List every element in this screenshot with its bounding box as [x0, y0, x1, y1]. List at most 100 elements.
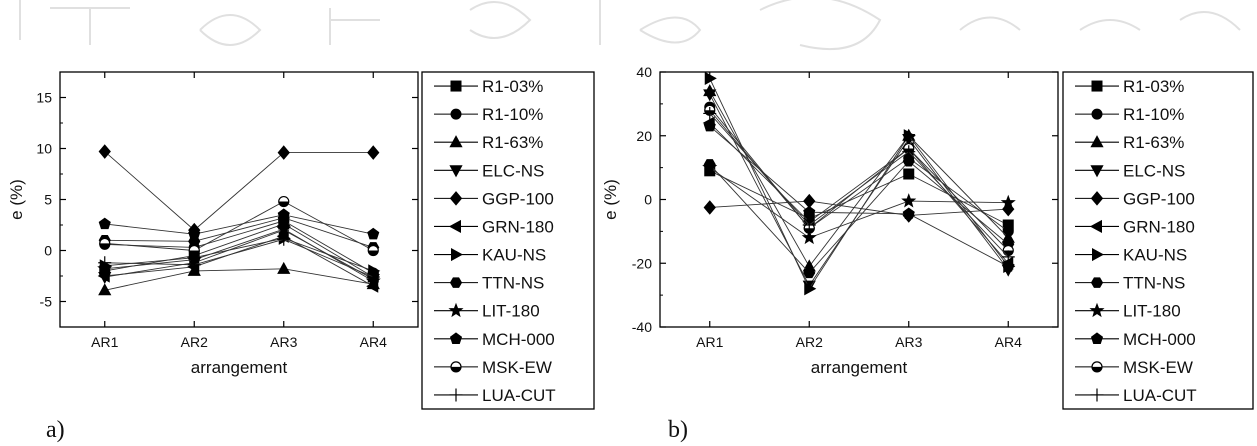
legend-entry: GGP-100	[1075, 189, 1195, 208]
data-point	[366, 270, 380, 284]
legend-entry: MCH-000	[434, 330, 555, 349]
series-R1-63%	[703, 84, 1015, 272]
legend-marker	[1091, 80, 1103, 92]
data-point	[704, 71, 717, 85]
series-line	[709, 113, 1009, 258]
data-point	[368, 264, 381, 278]
legend-label: LIT-180	[1123, 302, 1181, 321]
series-TTN-NS	[703, 155, 1015, 279]
series-LIT-180	[702, 159, 1016, 245]
legend-marker	[1090, 191, 1104, 206]
series-line	[104, 201, 374, 251]
series-line	[709, 106, 1009, 232]
series-LUA-CUT	[98, 232, 380, 284]
series-line	[104, 151, 374, 231]
y-tick-label: 0	[44, 243, 52, 259]
x-axis-title: arrangement	[191, 358, 288, 377]
legend-entry: MCH-000	[1075, 330, 1196, 349]
data-point	[804, 282, 817, 296]
legend-marker	[449, 165, 463, 178]
data-point	[277, 145, 290, 160]
data-point	[367, 244, 379, 257]
data-point	[188, 227, 201, 240]
series-R1-10%	[99, 215, 379, 279]
legend-marker	[1090, 135, 1104, 148]
series-line	[709, 94, 1009, 287]
data-point	[98, 144, 111, 159]
legend-box	[421, 71, 595, 410]
legend-marker	[1090, 277, 1104, 288]
y-axis-title: e (%)	[7, 179, 26, 220]
data-point	[801, 229, 817, 245]
legend-marker	[1089, 302, 1105, 318]
legend-marker	[449, 388, 463, 402]
legend-label: LUA-CUT	[482, 386, 556, 405]
series-MSK-EW	[704, 104, 1014, 257]
data-point	[902, 207, 915, 219]
y-tick-label: -40	[632, 319, 652, 335]
legend-entry: R1-63%	[1075, 133, 1184, 152]
y-tick-label: 0	[644, 192, 652, 208]
legend-entry: R1-03%	[1075, 77, 1184, 96]
legend-label: MCH-000	[482, 330, 555, 349]
legend-label: TTN-NS	[482, 274, 544, 293]
legend-marker	[1090, 388, 1104, 402]
data-point	[803, 267, 816, 279]
legend-marker	[448, 302, 464, 318]
legend-marker	[450, 108, 462, 120]
plot-frame	[659, 71, 1059, 328]
data-point	[278, 231, 291, 245]
series-line	[709, 167, 1009, 239]
legend-label: MSK-EW	[482, 358, 552, 377]
data-point	[901, 193, 917, 208]
y-tick-label: -5	[40, 294, 53, 310]
data-point	[277, 261, 291, 274]
legend-label: R1-10%	[482, 105, 543, 124]
series-line	[104, 268, 374, 291]
legend-label: R1-63%	[482, 133, 543, 152]
x-tick-label: AR1	[91, 334, 118, 350]
data-point	[277, 232, 291, 246]
series-line	[104, 237, 374, 272]
data-point	[277, 208, 290, 220]
series-line	[709, 90, 1009, 268]
legend-entry: LIT-180	[434, 302, 540, 321]
legend-entry: ELC-NS	[1075, 161, 1185, 180]
series-line	[104, 220, 374, 274]
y-tick-label: 5	[44, 192, 52, 208]
series-line	[104, 223, 374, 278]
legend-label: GRN-180	[482, 217, 554, 236]
series-line	[709, 122, 1009, 264]
series-LUA-CUT	[703, 106, 1015, 264]
y-tick-label: -20	[632, 255, 652, 271]
legend-label: R1-10%	[1123, 105, 1184, 124]
data-point	[702, 159, 718, 175]
series-KAU-NS	[704, 71, 1016, 296]
legend-marker	[1089, 219, 1102, 234]
legend-entry: LUA-CUT	[1075, 386, 1197, 405]
legend-marker	[1091, 108, 1103, 120]
data-point	[367, 145, 380, 160]
data-point	[367, 227, 380, 240]
legend-marker	[450, 361, 462, 373]
legend-marker	[449, 332, 463, 344]
panel-label: a)	[46, 417, 65, 443]
x-tick-label: AR4	[995, 334, 1022, 350]
legend-entry: TTN-NS	[434, 274, 544, 293]
legend-marker	[1090, 165, 1104, 178]
y-tick-label: 15	[36, 90, 52, 106]
legend-entry: R1-10%	[1075, 105, 1184, 124]
x-tick-label: AR4	[360, 334, 387, 350]
data-point	[278, 195, 290, 208]
legend-marker	[1091, 361, 1103, 373]
legend-marker	[449, 135, 463, 148]
data-point	[703, 106, 717, 120]
legend-label: MSK-EW	[1123, 358, 1193, 377]
legend-label: KAU-NS	[1123, 246, 1187, 265]
legend-entry: LIT-180	[1075, 302, 1181, 321]
series-line	[104, 235, 374, 287]
series-LIT-180	[97, 221, 381, 288]
legend-entry: MSK-EW	[434, 358, 552, 377]
x-tick-label: AR2	[796, 334, 823, 350]
